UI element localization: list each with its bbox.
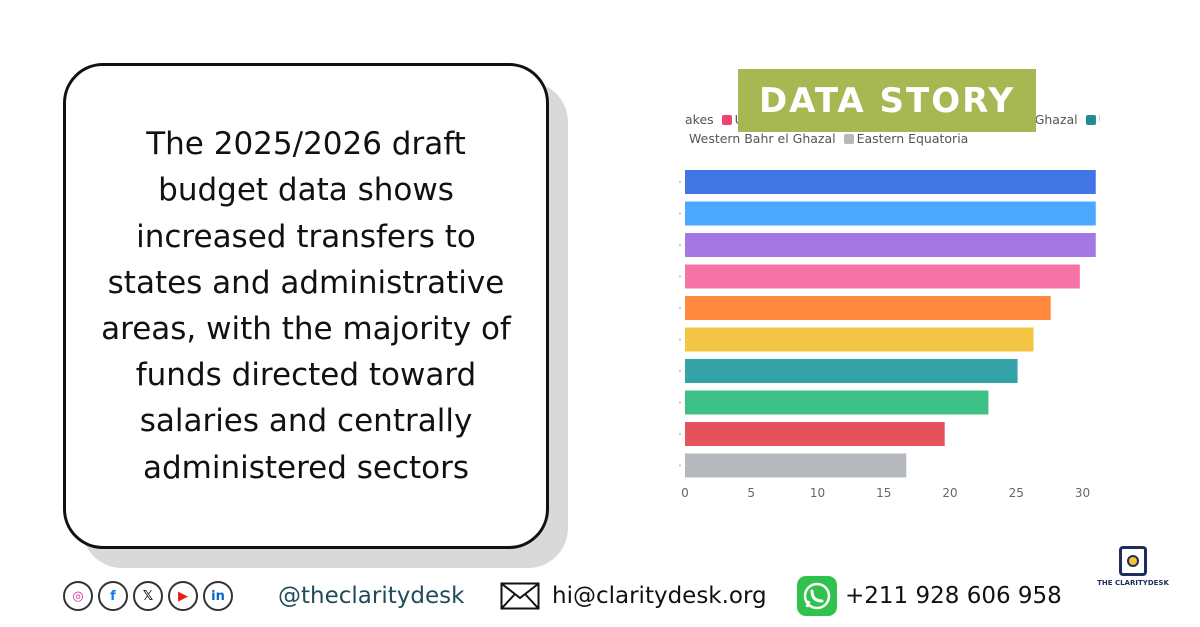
youtube-icon[interactable]: ▶ [168,581,198,611]
linkedin-icon[interactable]: in [203,581,233,611]
bar [685,296,1051,320]
claritydesk-logo: THE CLARITYDESK [1096,546,1170,587]
whatsapp-icon [797,576,837,616]
bar [685,359,1018,383]
category-tick [679,338,681,341]
headline-text: The 2025/2026 draft budget data shows in… [101,126,511,486]
chart-svg: 0 5 10 15 20 25 30 [679,170,1096,500]
headline-card: The 2025/2026 draft budget data shows in… [63,63,549,549]
category-tick [679,464,681,467]
social-handle[interactable]: @theclaritydesk [278,576,464,616]
phone-link[interactable]: +211 928 606 958 [797,576,1062,616]
email-text: hi@claritydesk.org [552,583,767,609]
x-tick-label: 30 [1075,486,1090,500]
legend-swatch [676,134,686,144]
category-tick [679,307,681,309]
legend-swatch [1085,115,1096,125]
x-tick-label: 15 [876,486,891,500]
instagram-icon[interactable]: ◎ [63,581,93,611]
facebook-icon[interactable]: f [98,581,128,611]
category-tick [679,370,681,372]
logo-mark [1119,546,1147,576]
bar [685,264,1080,289]
x-tick-label: 25 [1009,486,1024,500]
email-link[interactable]: hi@claritydesk.org [500,576,767,616]
category-tick [679,275,681,278]
badge-label: DATA STORY [758,80,1016,121]
bar-chart: akesUppGhazalU Western Bahr el GhazalEas… [660,100,1100,520]
x-tick-label: 20 [942,486,957,500]
legend-label: Western Bahr el Ghazal [689,131,836,146]
bar [685,170,1096,194]
mail-icon [500,582,540,610]
bar [685,201,1096,226]
x-tick-label: 0 [681,486,689,500]
bar [685,233,1096,257]
data-story-badge: DATA STORY [738,69,1036,132]
category-tick [679,212,681,215]
logo-text: THE CLARITYDESK [1097,579,1169,587]
legend-label: akes [685,112,714,127]
handle-text: @theclaritydesk [278,583,465,609]
legend-swatch [672,115,682,125]
category-tick [679,401,681,404]
legend-label: Eastern Equatoria [856,131,969,146]
legend-swatch [721,115,732,125]
x-tick-label: 5 [747,486,755,500]
bar [685,390,989,415]
category-tick [679,244,681,246]
category-tick [679,433,681,435]
bar [685,453,907,478]
legend-row-2: Western Bahr el Ghazal Eastern Equatoria [672,131,968,146]
x-icon[interactable]: 𝕏 [133,581,163,611]
bar [685,422,945,446]
x-tick-label: 10 [810,486,825,500]
legend-swatch [843,134,854,144]
social-icons: ◎ f 𝕏 ▶ in [63,576,238,616]
category-tick [679,181,681,183]
legend-label: U [1099,112,1100,127]
bar [685,327,1034,352]
phone-text: +211 928 606 958 [845,583,1062,609]
legend-label: Ghazal [1034,112,1078,127]
